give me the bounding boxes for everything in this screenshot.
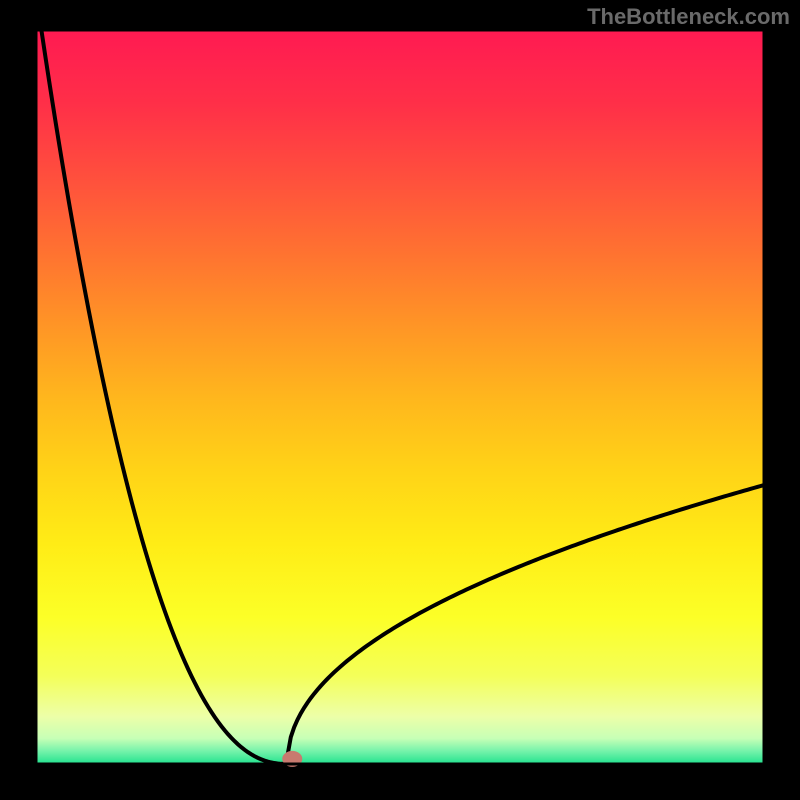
plot-background	[36, 30, 764, 764]
bottleneck-chart: TheBottleneck.com	[0, 0, 800, 800]
chart-svg	[0, 0, 800, 800]
watermark-text: TheBottleneck.com	[587, 4, 790, 30]
